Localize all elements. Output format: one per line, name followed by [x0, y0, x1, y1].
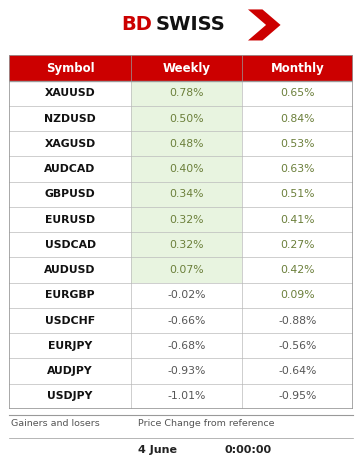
Bar	[9, 81, 353, 106]
Text: 4 June: 4 June	[138, 445, 177, 456]
Text: Gainers and losers: Gainers and losers	[11, 419, 100, 428]
Text: USDCAD: USDCAD	[45, 240, 96, 250]
Text: 0.32%: 0.32%	[169, 240, 204, 250]
Bar	[9, 383, 353, 409]
Text: -0.93%: -0.93%	[167, 366, 206, 376]
Text: 0.84%: 0.84%	[280, 114, 315, 123]
Bar	[9, 283, 353, 308]
Text: 0.63%: 0.63%	[280, 164, 315, 174]
Text: 0.34%: 0.34%	[169, 189, 204, 199]
Bar	[9, 333, 353, 359]
Bar	[9, 182, 353, 207]
Text: -0.88%: -0.88%	[278, 316, 317, 326]
Text: AUDUSD: AUDUSD	[44, 265, 96, 275]
Text: Monthly: Monthly	[270, 61, 324, 74]
Text: EURUSD: EURUSD	[45, 214, 95, 225]
Text: -0.68%: -0.68%	[167, 341, 206, 351]
Text: Weekly: Weekly	[163, 61, 210, 74]
Text: 0:00:00: 0:00:00	[224, 445, 272, 456]
Text: AUDCAD: AUDCAD	[45, 164, 96, 174]
Text: -0.02%: -0.02%	[167, 290, 206, 300]
Text: Symbol: Symbol	[46, 61, 94, 74]
Text: 0.42%: 0.42%	[280, 265, 315, 275]
Text: GBPUSD: GBPUSD	[45, 189, 96, 199]
Bar	[9, 257, 353, 283]
Text: 0.78%: 0.78%	[169, 88, 204, 98]
Text: 0.53%: 0.53%	[280, 139, 315, 149]
Text: 0.07%: 0.07%	[169, 265, 204, 275]
Bar	[9, 207, 353, 232]
Text: 0.41%: 0.41%	[280, 214, 315, 225]
Bar	[9, 308, 353, 333]
Text: -0.64%: -0.64%	[278, 366, 317, 376]
Text: 0.09%: 0.09%	[280, 290, 315, 300]
Bar	[131, 157, 242, 182]
Text: -1.01%: -1.01%	[167, 391, 206, 401]
Text: XAUUSD: XAUUSD	[45, 88, 96, 98]
Text: 0.51%: 0.51%	[280, 189, 315, 199]
Text: 0.40%: 0.40%	[169, 164, 204, 174]
Bar	[9, 131, 353, 157]
Bar	[131, 207, 242, 232]
Text: XAGUSD: XAGUSD	[45, 139, 96, 149]
Text: NZDUSD: NZDUSD	[44, 114, 96, 123]
Bar	[9, 232, 353, 257]
Polygon shape	[248, 9, 281, 41]
Text: 0.27%: 0.27%	[280, 240, 315, 250]
Bar	[9, 106, 353, 131]
Text: USDJPY: USDJPY	[47, 391, 93, 401]
Text: Price Change from reference: Price Change from reference	[138, 419, 274, 428]
Bar	[9, 55, 353, 81]
Bar	[131, 257, 242, 283]
Text: SWISS: SWISS	[156, 15, 226, 35]
Text: -0.95%: -0.95%	[278, 391, 317, 401]
Bar	[131, 232, 242, 257]
Bar	[131, 106, 242, 131]
Bar	[9, 157, 353, 182]
Text: 0.65%: 0.65%	[280, 88, 315, 98]
Bar	[131, 131, 242, 157]
Text: EURJPY: EURJPY	[48, 341, 92, 351]
Text: -0.66%: -0.66%	[167, 316, 206, 326]
Text: 0.48%: 0.48%	[169, 139, 204, 149]
Bar	[9, 359, 353, 383]
Bar	[131, 182, 242, 207]
Bar	[131, 81, 242, 106]
Text: AUDJPY: AUDJPY	[47, 366, 93, 376]
Text: 0.50%: 0.50%	[169, 114, 204, 123]
Text: USDCHF: USDCHF	[45, 316, 95, 326]
Text: 0.32%: 0.32%	[169, 214, 204, 225]
Text: -0.56%: -0.56%	[278, 341, 317, 351]
Text: BD: BD	[121, 15, 152, 35]
Text: EURGBP: EURGBP	[45, 290, 95, 300]
